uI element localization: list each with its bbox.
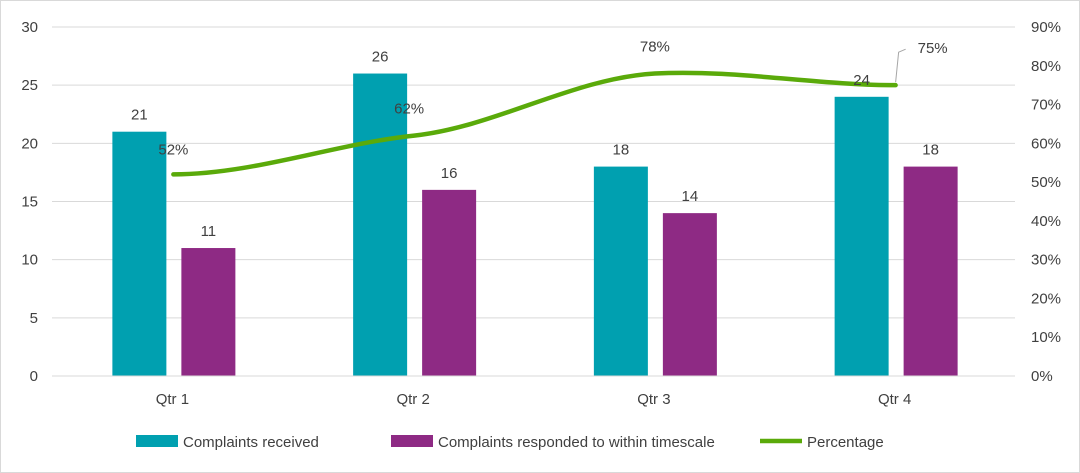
legend-swatch <box>391 435 433 447</box>
legend-label: Percentage <box>807 434 884 451</box>
y-tick-label: 0 <box>30 368 38 385</box>
bar-responded <box>422 189 477 376</box>
y2-tick-label: 60% <box>1031 135 1061 152</box>
bar-data-label: 26 <box>372 49 389 66</box>
percentage-data-label: 75% <box>918 40 948 57</box>
y2-tick-label: 50% <box>1031 174 1061 191</box>
y-tick-label: 15 <box>21 194 38 211</box>
bar-data-label: 18 <box>613 142 630 159</box>
y2-tick-label: 20% <box>1031 290 1061 307</box>
y2-tick-label: 70% <box>1031 97 1061 114</box>
y2-tick-label: 80% <box>1031 58 1061 75</box>
bar-responded <box>903 166 958 376</box>
y2-tick-label: 30% <box>1031 252 1061 269</box>
percentage-data-label: 62% <box>394 101 424 118</box>
x-tick-label: Qtr 2 <box>396 391 429 408</box>
bar-data-label: 11 <box>201 223 217 240</box>
bar-received <box>834 96 889 377</box>
bar-received <box>112 131 167 376</box>
x-tick-label: Qtr 1 <box>156 391 189 408</box>
x-tick-label: Qtr 3 <box>637 391 670 408</box>
y2-tick-label: 10% <box>1031 329 1061 346</box>
y-tick-label: 20 <box>21 135 38 152</box>
bar-data-label: 21 <box>131 107 148 124</box>
percentage-data-label: 52% <box>158 141 188 158</box>
y-tick-label: 30 <box>21 19 38 36</box>
y-tick-label: 10 <box>21 252 38 269</box>
y-tick-label: 5 <box>30 310 38 327</box>
bar-data-label: 16 <box>441 165 458 182</box>
x-tick-label: Qtr 4 <box>878 391 911 408</box>
y2-tick-label: 90% <box>1031 19 1061 36</box>
legend-label: Complaints responded to within timescale <box>438 434 715 451</box>
bar-received <box>593 166 648 376</box>
legend-label: Complaints received <box>183 434 319 451</box>
leader-line <box>895 48 906 83</box>
bar-data-label: 24 <box>853 72 870 89</box>
percentage-data-label: 78% <box>640 39 670 56</box>
bar-received <box>353 73 408 377</box>
bar-data-label: 14 <box>682 188 699 205</box>
bar-responded <box>662 213 717 376</box>
bar-responded <box>181 248 236 376</box>
percentage-line <box>171 70 898 177</box>
y2-tick-label: 0% <box>1031 368 1053 385</box>
y2-tick-label: 40% <box>1031 213 1061 230</box>
legend-swatch <box>136 435 178 447</box>
bar-data-label: 18 <box>922 142 939 159</box>
y-tick-label: 25 <box>21 77 38 94</box>
